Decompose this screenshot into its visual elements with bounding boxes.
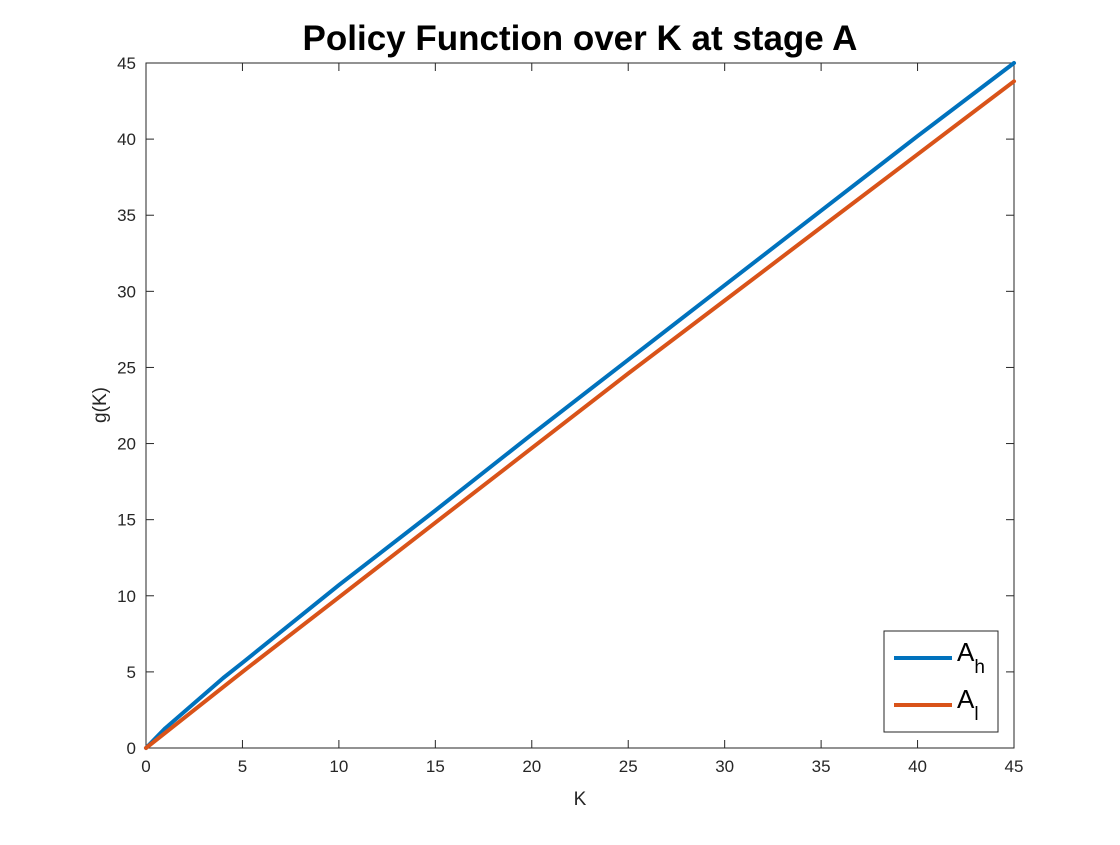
x-tick-label: 0 xyxy=(141,757,150,776)
legend-box xyxy=(883,630,999,733)
series-lines xyxy=(144,61,1016,750)
x-tick-label: 20 xyxy=(522,757,541,776)
y-tick-label: 5 xyxy=(127,663,136,682)
x-axis-label: K xyxy=(574,789,587,810)
x-tick-label: 35 xyxy=(812,757,831,776)
y-tick-label: 25 xyxy=(117,358,136,377)
y-tick-label: 0 xyxy=(127,739,136,758)
y-tick-label: 40 xyxy=(117,130,136,149)
y-tick-label: 15 xyxy=(117,511,136,530)
legend-label-a-h: Ah xyxy=(957,637,985,678)
legend: Ah Al xyxy=(883,630,999,733)
x-tick-label: 10 xyxy=(329,757,348,776)
series-line-a-l xyxy=(144,79,1016,750)
x-tick-label: 30 xyxy=(715,757,734,776)
y-tick-label: 30 xyxy=(117,282,136,301)
legend-label-a-l: Al xyxy=(957,684,979,725)
y-tick-label: 45 xyxy=(117,54,136,73)
x-tick-label: 25 xyxy=(619,757,638,776)
series-line-a-h xyxy=(144,61,1016,750)
axis-ticks: 0 5 10 15 20 25 30 35 40 45 0 5 10 15 20 25 30 35 40 45 xyxy=(117,54,1023,776)
y-tick-label: 35 xyxy=(117,206,136,225)
x-tick-label: 45 xyxy=(1005,757,1024,776)
chart-title: Policy Function over K at stage A xyxy=(303,19,858,58)
x-tick-label: 40 xyxy=(908,757,927,776)
y-tick-label: 20 xyxy=(117,435,136,454)
y-tick-label: 10 xyxy=(117,587,136,606)
x-tick-label: 15 xyxy=(426,757,445,776)
x-tick-label: 5 xyxy=(238,757,247,776)
y-axis-label: g(K) xyxy=(90,387,111,423)
